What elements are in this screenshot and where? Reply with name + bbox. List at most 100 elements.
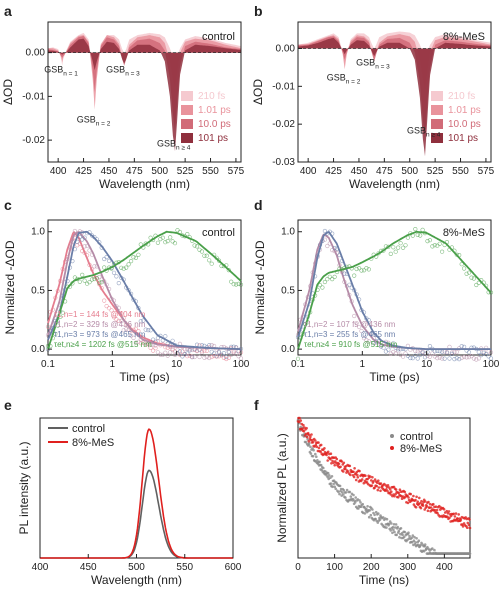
data-point [365, 508, 368, 511]
data-point [104, 255, 109, 260]
data-point [347, 282, 352, 287]
lifetime-label: τet,n≥4 = 1202 fs @515 nm [54, 340, 152, 349]
x-tick-label: 475 [376, 166, 393, 177]
data-point [342, 489, 346, 492]
lifetime-label: τ1,n=2 = 329 fs @436 nm [54, 320, 146, 329]
data-point [374, 517, 377, 521]
y-tick-label: 0.5 [31, 285, 45, 296]
data-point [229, 279, 234, 284]
data-point [397, 496, 400, 499]
data-point [412, 494, 415, 498]
data-point [319, 463, 323, 467]
data-point [141, 318, 146, 323]
data-point [405, 353, 411, 358]
data-point [373, 513, 376, 517]
data-point [153, 339, 158, 344]
data-point [403, 490, 407, 494]
data-point [119, 265, 124, 270]
data-point [344, 491, 348, 494]
legend-label: control [400, 431, 433, 443]
data-point [377, 479, 380, 483]
legend-swatch [181, 133, 193, 143]
data-point [383, 349, 389, 354]
data-point [427, 500, 430, 504]
data-point [80, 272, 85, 278]
data-point [392, 485, 396, 489]
data-point [379, 344, 384, 349]
data-point [454, 356, 459, 361]
data-point [376, 339, 381, 344]
data-point [165, 239, 170, 244]
data-point [175, 228, 180, 233]
spectrum-line-2 [40, 428, 233, 559]
data-point [369, 475, 372, 478]
panel-letter: a [4, 3, 12, 19]
legend-swatch [181, 91, 193, 101]
data-point [204, 348, 209, 354]
data-point [408, 355, 413, 361]
x-tick-label: 450 [80, 562, 97, 573]
data-point [385, 526, 388, 529]
data-point [351, 497, 355, 501]
data-point [133, 340, 138, 345]
data-point [163, 240, 168, 245]
data-point [87, 280, 92, 285]
data-point [356, 476, 360, 479]
data-point [401, 245, 406, 250]
data-point [381, 345, 386, 350]
data-point [417, 539, 421, 542]
data-point [335, 457, 339, 461]
data-point [212, 343, 217, 349]
data-point [185, 232, 190, 237]
data-point [326, 459, 330, 462]
data-point [359, 501, 362, 504]
x-tick-label: 425 [325, 166, 342, 177]
data-point [314, 439, 317, 442]
data-point [394, 492, 397, 496]
data-point [226, 355, 231, 361]
data-point [393, 351, 398, 356]
data-point [236, 354, 241, 359]
data-point [72, 228, 77, 234]
data-point [391, 525, 395, 529]
data-point [474, 357, 479, 362]
data-point [364, 474, 367, 478]
x-tick-label: 0.1 [41, 359, 55, 370]
data-point [452, 512, 456, 516]
legend-label: 101 ps [198, 133, 228, 144]
data-point [102, 256, 107, 262]
legend-swatch [431, 119, 443, 129]
data-point [339, 465, 342, 469]
data-point [207, 258, 212, 263]
data-point [163, 350, 168, 355]
data-point [415, 495, 418, 499]
y-tick-label: -0.01 [22, 91, 45, 102]
x-tick-label: 1 [360, 359, 366, 370]
data-point [422, 355, 428, 360]
y-tick-label: -0.02 [22, 135, 45, 146]
data-point [102, 298, 107, 303]
data-point [221, 351, 226, 356]
gsb-annotation: GSBn = 2 [77, 115, 111, 128]
data-point [202, 355, 207, 360]
legend-label: 8%-MeS [400, 443, 442, 455]
data-point [488, 290, 494, 295]
data-point [124, 327, 129, 332]
data-point [420, 227, 425, 232]
data-point [445, 509, 449, 513]
data-point [474, 282, 479, 288]
data-point [386, 484, 390, 487]
data-point [209, 261, 214, 266]
data-point [299, 419, 303, 422]
data-point [170, 239, 175, 244]
legend-swatch [431, 133, 443, 143]
data-point [407, 496, 410, 499]
x-axis-label: Time (ps) [119, 370, 169, 384]
data-point [430, 351, 435, 356]
data-point [471, 356, 477, 361]
data-point [129, 333, 134, 338]
data-point [342, 493, 345, 496]
legend-swatch [431, 91, 443, 101]
data-point [182, 352, 187, 357]
data-point [234, 282, 239, 287]
